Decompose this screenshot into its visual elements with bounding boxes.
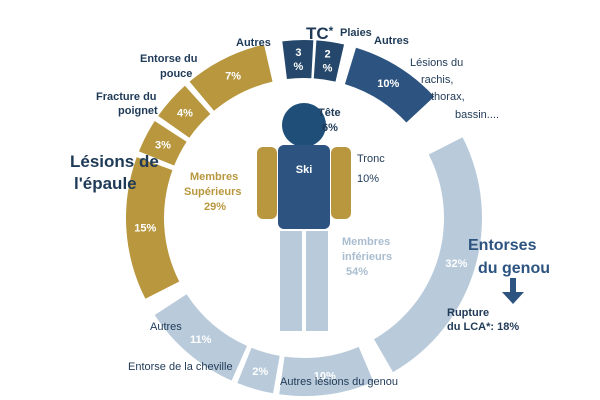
tc-label: TC* <box>306 24 334 43</box>
trunk-segment-value: 10% <box>377 78 399 90</box>
upper-group-label-2: Supérieurs <box>184 186 241 198</box>
knee-sprain-label-1: Entorses <box>468 237 537 254</box>
ankle-segment-value: 2% <box>252 366 268 378</box>
shoulder-segment-value: 15% <box>134 223 156 235</box>
upper-other-segment-value: 7% <box>225 71 241 83</box>
upper-group-value: 29% <box>204 201 226 213</box>
ankle-segment <box>237 347 280 394</box>
shoulder-label-2: l'épaule <box>74 174 137 193</box>
wrist-segment-value: 3% <box>155 140 171 152</box>
trunk-label-4: bassin.... <box>455 109 499 121</box>
torso-label: Ski <box>296 164 313 176</box>
tc-value-percent: % <box>294 61 304 73</box>
wrist-label-2: poignet <box>118 105 158 117</box>
right-leg-shape <box>306 231 328 331</box>
body-figure <box>257 103 351 331</box>
tronc-value: 10% <box>357 173 379 185</box>
head-other-label: Autres <box>374 35 409 47</box>
knee-sprain-label-2: du genou <box>478 260 550 277</box>
tronc-label: Tronc <box>357 153 385 165</box>
lca-label-2: du LCA*: 18% <box>447 321 519 333</box>
thumb-label-2: pouce <box>160 68 192 80</box>
lower-group-label-2: inférieurs <box>342 251 392 263</box>
left-leg-shape <box>280 231 302 331</box>
knee-other-label: Autres lésions du genou <box>280 376 398 388</box>
lower-other-segment-value: 11% <box>190 334 212 346</box>
knee-sprain-segment-value: 32% <box>445 258 467 270</box>
head-value: 6% <box>322 122 338 134</box>
down-arrow-icon <box>502 278 524 304</box>
thumb-label-1: Entorse du <box>140 53 197 65</box>
lower-group-value: 54% <box>346 266 368 278</box>
wrist-label-1: Fracture du <box>96 91 157 103</box>
knee-sprain-segment <box>374 137 482 373</box>
ring: 15% 3% 4% 7% 10% 32% 10% 2% 11% 3% 2% <box>126 40 482 397</box>
tc-value-number: 3 <box>295 47 301 59</box>
trunk-label-1: Lésions du <box>410 57 463 69</box>
lca-label-1: Rupture <box>447 307 489 319</box>
lower-group-label-1: Membres <box>342 236 390 248</box>
shoulder-segment <box>126 157 180 299</box>
thumb-segment-value: 4% <box>177 108 193 120</box>
trunk-label-3: thorax, <box>431 91 465 103</box>
tc-segment <box>282 40 314 80</box>
trunk-segment <box>344 47 435 123</box>
upper-other-segment <box>189 44 273 111</box>
plaies-segment <box>313 40 345 82</box>
upper-other-label: Autres <box>236 37 271 49</box>
lower-other-label: Autres <box>150 321 182 333</box>
plaies-value-percent: % <box>323 63 333 75</box>
upper-group-label-1: Membres <box>190 171 238 183</box>
head-label: Tête <box>318 107 341 119</box>
knee-other-segment <box>279 346 374 397</box>
head-shape <box>282 103 326 147</box>
wrist-segment <box>138 121 187 166</box>
shoulder-label-1: Lésions de <box>70 152 159 171</box>
trunk-label-2: rachis, <box>421 74 453 86</box>
lower-other-segment <box>154 294 248 381</box>
right-arm-shape <box>331 147 351 219</box>
ankle-label: Entorse de la cheville <box>128 361 233 373</box>
knee-other-segment-value: 10% <box>314 371 336 383</box>
left-arm-shape <box>257 147 277 219</box>
thumb-segment <box>158 85 211 138</box>
plaies-label: Plaies <box>340 27 372 39</box>
plaies-value-number: 2 <box>324 49 330 61</box>
torso-shape <box>278 145 330 229</box>
